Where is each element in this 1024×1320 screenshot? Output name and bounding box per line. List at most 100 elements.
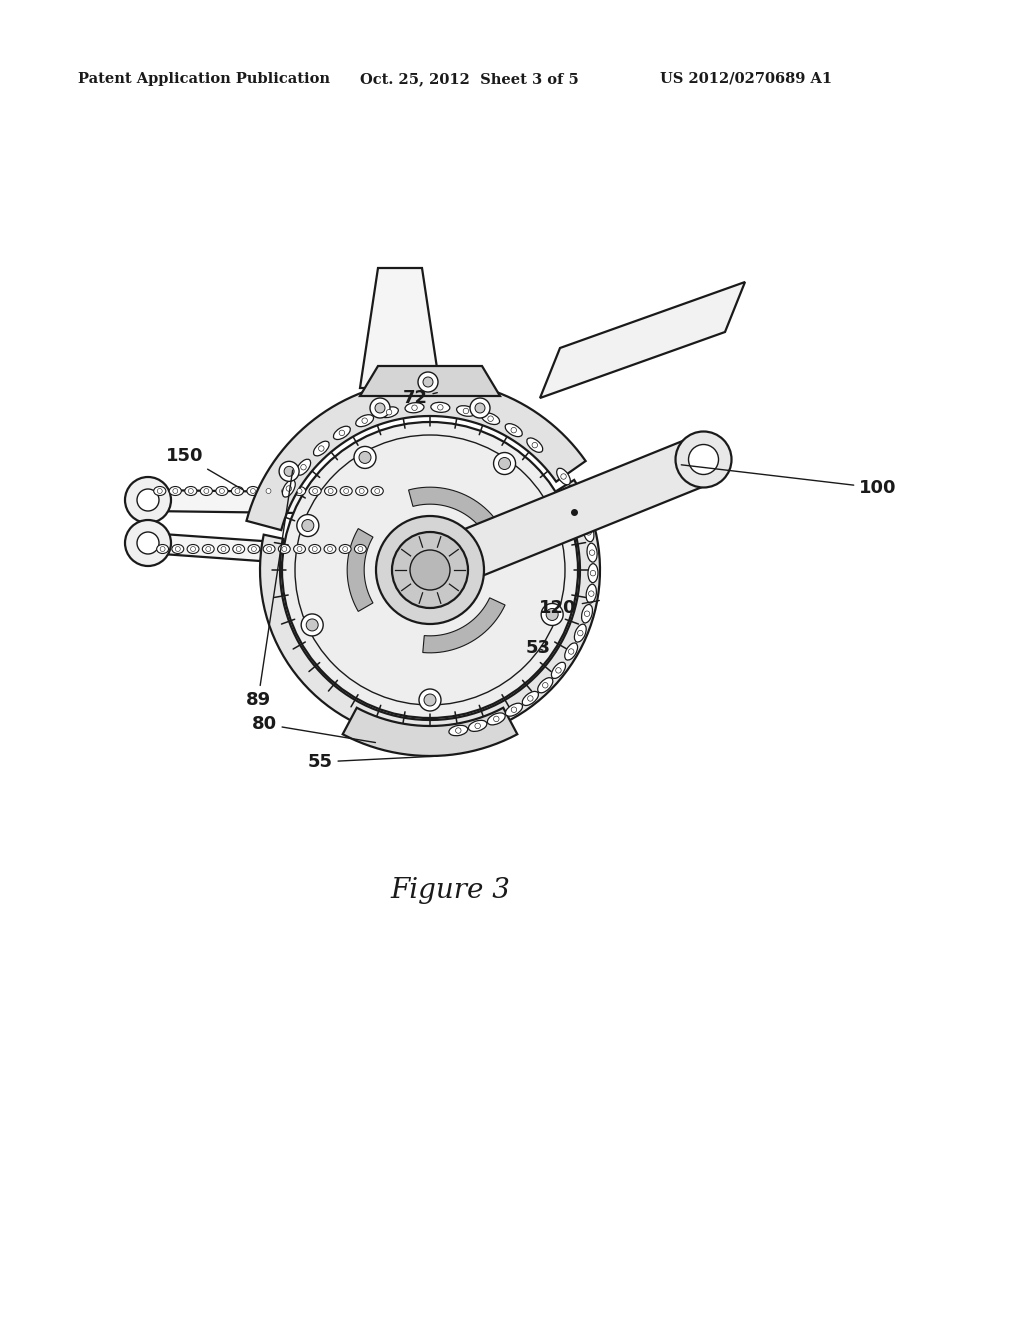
Polygon shape — [360, 268, 440, 388]
Ellipse shape — [339, 544, 351, 553]
Ellipse shape — [589, 591, 594, 597]
Ellipse shape — [221, 546, 226, 552]
Ellipse shape — [262, 487, 274, 495]
Ellipse shape — [375, 488, 380, 494]
Ellipse shape — [561, 474, 566, 479]
Text: Patent Application Publication: Patent Application Publication — [78, 73, 330, 86]
Ellipse shape — [564, 643, 578, 660]
Ellipse shape — [296, 459, 310, 475]
Ellipse shape — [506, 704, 522, 717]
Ellipse shape — [586, 529, 591, 535]
Ellipse shape — [160, 546, 165, 552]
Ellipse shape — [203, 544, 214, 553]
Ellipse shape — [237, 546, 242, 552]
Ellipse shape — [577, 504, 589, 521]
Ellipse shape — [283, 480, 295, 498]
Ellipse shape — [154, 487, 166, 495]
Circle shape — [280, 462, 299, 482]
Ellipse shape — [286, 486, 292, 491]
Ellipse shape — [358, 546, 362, 552]
Ellipse shape — [527, 696, 534, 701]
Circle shape — [470, 399, 490, 418]
Ellipse shape — [457, 405, 475, 416]
Ellipse shape — [206, 546, 211, 552]
Ellipse shape — [248, 544, 260, 553]
Ellipse shape — [449, 725, 468, 735]
Ellipse shape — [312, 546, 317, 552]
Ellipse shape — [282, 546, 287, 552]
Circle shape — [295, 436, 565, 705]
Circle shape — [418, 372, 438, 392]
Ellipse shape — [343, 546, 348, 552]
Polygon shape — [247, 380, 586, 531]
Ellipse shape — [526, 438, 543, 453]
Ellipse shape — [234, 488, 240, 494]
Ellipse shape — [532, 442, 538, 447]
Ellipse shape — [371, 487, 383, 495]
Ellipse shape — [309, 487, 322, 495]
Ellipse shape — [278, 487, 290, 495]
Ellipse shape — [543, 682, 548, 688]
Ellipse shape — [354, 544, 367, 553]
Circle shape — [306, 619, 318, 631]
Circle shape — [137, 488, 159, 511]
Ellipse shape — [231, 487, 244, 495]
Circle shape — [392, 532, 468, 609]
Ellipse shape — [582, 605, 593, 623]
Ellipse shape — [313, 441, 329, 455]
Ellipse shape — [584, 523, 594, 541]
Ellipse shape — [522, 692, 539, 705]
Ellipse shape — [204, 488, 209, 494]
Circle shape — [423, 378, 433, 387]
Ellipse shape — [266, 546, 271, 552]
Ellipse shape — [297, 546, 302, 552]
Ellipse shape — [339, 430, 345, 436]
Ellipse shape — [505, 424, 522, 437]
Ellipse shape — [190, 546, 196, 552]
Circle shape — [494, 453, 515, 474]
Circle shape — [282, 422, 578, 718]
Circle shape — [301, 614, 324, 636]
Circle shape — [541, 603, 563, 626]
Text: 120: 120 — [540, 599, 599, 616]
Ellipse shape — [294, 544, 305, 553]
Text: 89: 89 — [246, 470, 293, 709]
Circle shape — [546, 609, 558, 620]
Ellipse shape — [355, 414, 374, 426]
Ellipse shape — [279, 544, 290, 553]
Circle shape — [376, 516, 484, 624]
Ellipse shape — [173, 488, 178, 494]
Ellipse shape — [359, 488, 365, 494]
Ellipse shape — [585, 611, 590, 616]
Ellipse shape — [251, 488, 255, 494]
Ellipse shape — [309, 544, 321, 553]
Circle shape — [676, 432, 731, 487]
Ellipse shape — [175, 546, 180, 552]
Ellipse shape — [386, 409, 392, 414]
Ellipse shape — [172, 544, 183, 553]
Polygon shape — [360, 366, 500, 396]
Ellipse shape — [169, 487, 181, 495]
Polygon shape — [148, 533, 362, 568]
Polygon shape — [260, 480, 600, 741]
Circle shape — [302, 520, 313, 532]
Ellipse shape — [463, 408, 469, 413]
Ellipse shape — [361, 418, 368, 424]
Ellipse shape — [588, 564, 598, 582]
Ellipse shape — [468, 721, 486, 731]
Text: Figure 3: Figure 3 — [390, 876, 510, 903]
Ellipse shape — [158, 488, 162, 494]
Circle shape — [284, 466, 294, 477]
Ellipse shape — [232, 544, 245, 553]
Ellipse shape — [574, 624, 586, 642]
Polygon shape — [148, 490, 375, 513]
Circle shape — [424, 694, 436, 706]
Polygon shape — [343, 708, 517, 756]
Polygon shape — [409, 487, 502, 537]
Ellipse shape — [475, 723, 480, 729]
Ellipse shape — [587, 544, 597, 562]
Circle shape — [297, 515, 318, 536]
Ellipse shape — [481, 413, 500, 425]
Ellipse shape — [355, 487, 368, 495]
Ellipse shape — [188, 488, 194, 494]
